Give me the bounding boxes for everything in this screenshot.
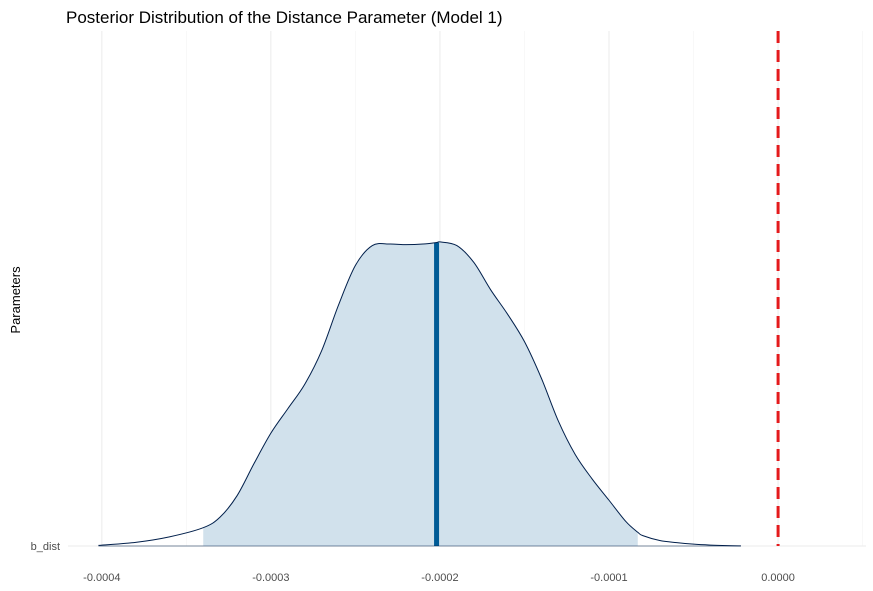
y-tick-label: b_dist <box>31 541 60 553</box>
chart-title: Posterior Distribution of the Distance P… <box>66 8 503 27</box>
x-tick-label: 0.0000 <box>761 572 795 584</box>
x-tick-labels: -0.0004 -0.0003 -0.0002 -0.0001 0.0000 <box>83 572 795 584</box>
credible-interval-area <box>203 241 638 546</box>
density-outline <box>98 241 741 547</box>
x-tick-label: -0.0004 <box>83 572 120 584</box>
x-tick-label: -0.0003 <box>252 572 289 584</box>
density-marks <box>98 31 780 547</box>
y-tick-labels: b_dist <box>31 541 60 553</box>
y-axis-label: Parameters <box>8 266 23 334</box>
x-tick-label: -0.0002 <box>421 572 458 584</box>
x-tick-label: -0.0001 <box>590 572 627 584</box>
